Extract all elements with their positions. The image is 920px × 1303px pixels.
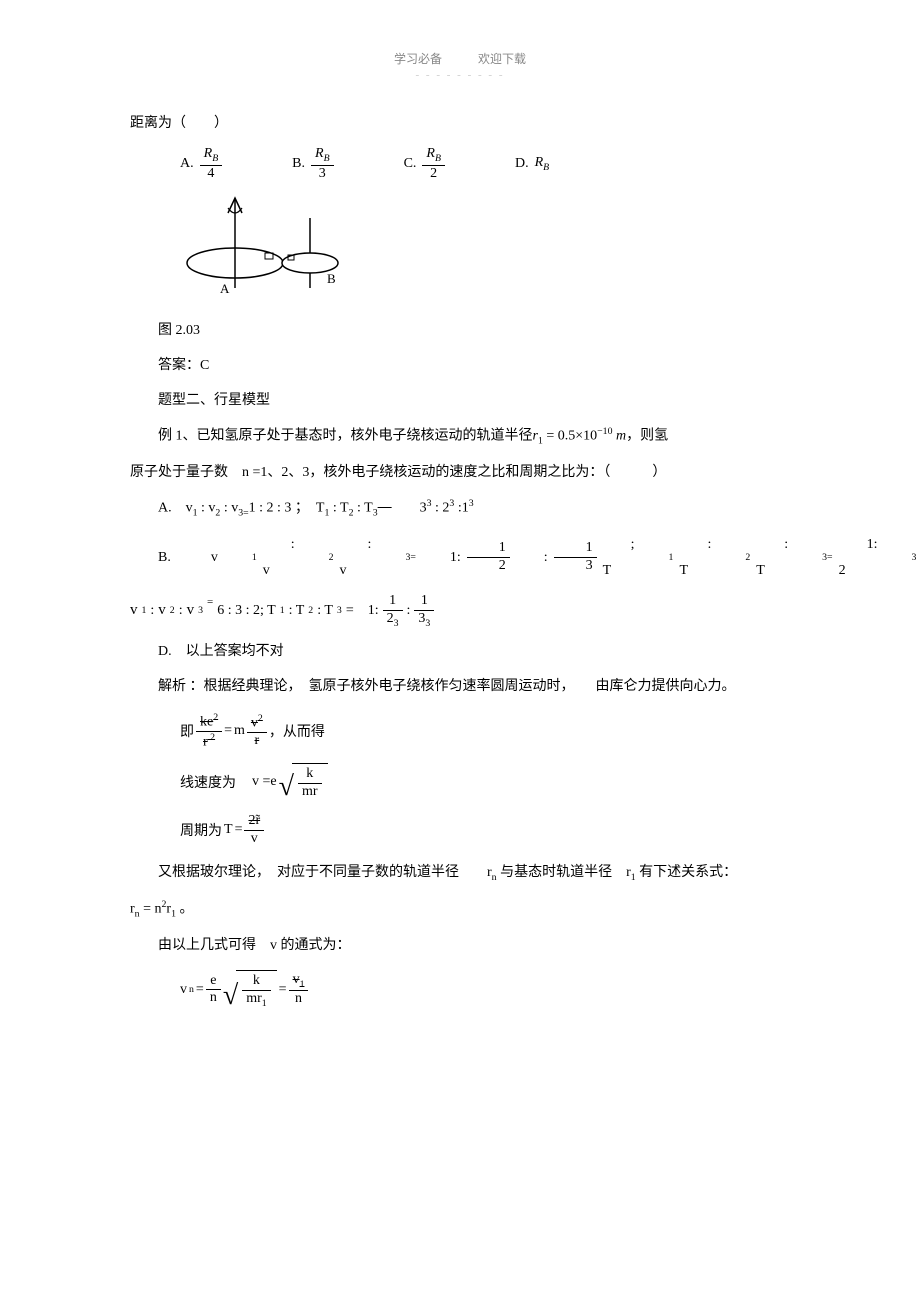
option-c-line: v1 : v2 : v3 = 6 : 3 : 2; T1 : T2 : T3 =…	[130, 593, 790, 629]
fig-label-b: B	[327, 271, 336, 286]
analysis-lead: 解析 ：根据经典理论， 氢原子核外电子绕核作匀速率圆周运动时， 由库仑力提供向心…	[130, 674, 790, 699]
example-1-line-1: 例 1、已知氢原子处于基态时，核外电子绕核运动的轨道半径r1 = 0.5×10−…	[130, 423, 790, 450]
question-stem-tail: 距离为（ ）	[130, 111, 790, 136]
page-header: 学习必备 欢迎下载	[130, 50, 790, 67]
figure-2-03: A B	[180, 193, 790, 308]
example-1-line-2: 原子处于量子数 n =1、2、3，核外电子绕核运动的速度之比和周期之比为：（ ）	[130, 460, 790, 485]
figure-caption: 图 2.03	[130, 318, 790, 343]
option-c: C. RB 2	[404, 146, 445, 182]
option-d: D. RB	[515, 155, 549, 173]
bohr-line: 又根据玻尔理论， 对应于不同量子数的轨道半径 rn 与基态时轨道半径 r1 有下…	[130, 860, 790, 886]
vn-equation: vn = e n √ k mr1 = v1 n	[180, 970, 790, 1009]
fig-label-a: A	[220, 281, 230, 296]
header-left: 学习必备	[394, 52, 442, 66]
page-content: 学习必备 欢迎下载 - - - - - - - - - 距离为（ ） A. RB…	[0, 0, 920, 1200]
equation-2: 线速度为 v =e √ k mr	[180, 763, 790, 801]
option-a: A. RB 4	[180, 146, 222, 182]
option-d-line: D. 以上答案均不对	[130, 639, 790, 664]
answer-line: 答案：C	[130, 353, 790, 378]
general-line: 由以上几式可得 v 的通式为：	[130, 933, 790, 958]
equation-1: 即 ke2 r 2 = m v2 r ，从而得	[180, 712, 790, 752]
options-row: A. RB 4 B. RB 3 C. RB 2 D. RB	[180, 146, 790, 182]
option-b: B. RB 3	[292, 146, 333, 182]
section-title: 题型二、行星模型	[130, 388, 790, 413]
header-dashes: - - - - - - - - -	[130, 69, 790, 81]
rn-equation: rn = n2r1 。	[130, 896, 790, 923]
option-a-line: A. v1 : v2 : v3=1 : 2 : 3 ； T1 : T2 : T3…	[130, 495, 790, 522]
header-right: 欢迎下载	[478, 52, 526, 66]
option-b-c-line: B. v1 : v2 : v3=1: 12 : 13 ; T1 : T2 : T…	[130, 532, 790, 582]
equation-3: 周期为 T = 2̃r v	[180, 813, 790, 848]
